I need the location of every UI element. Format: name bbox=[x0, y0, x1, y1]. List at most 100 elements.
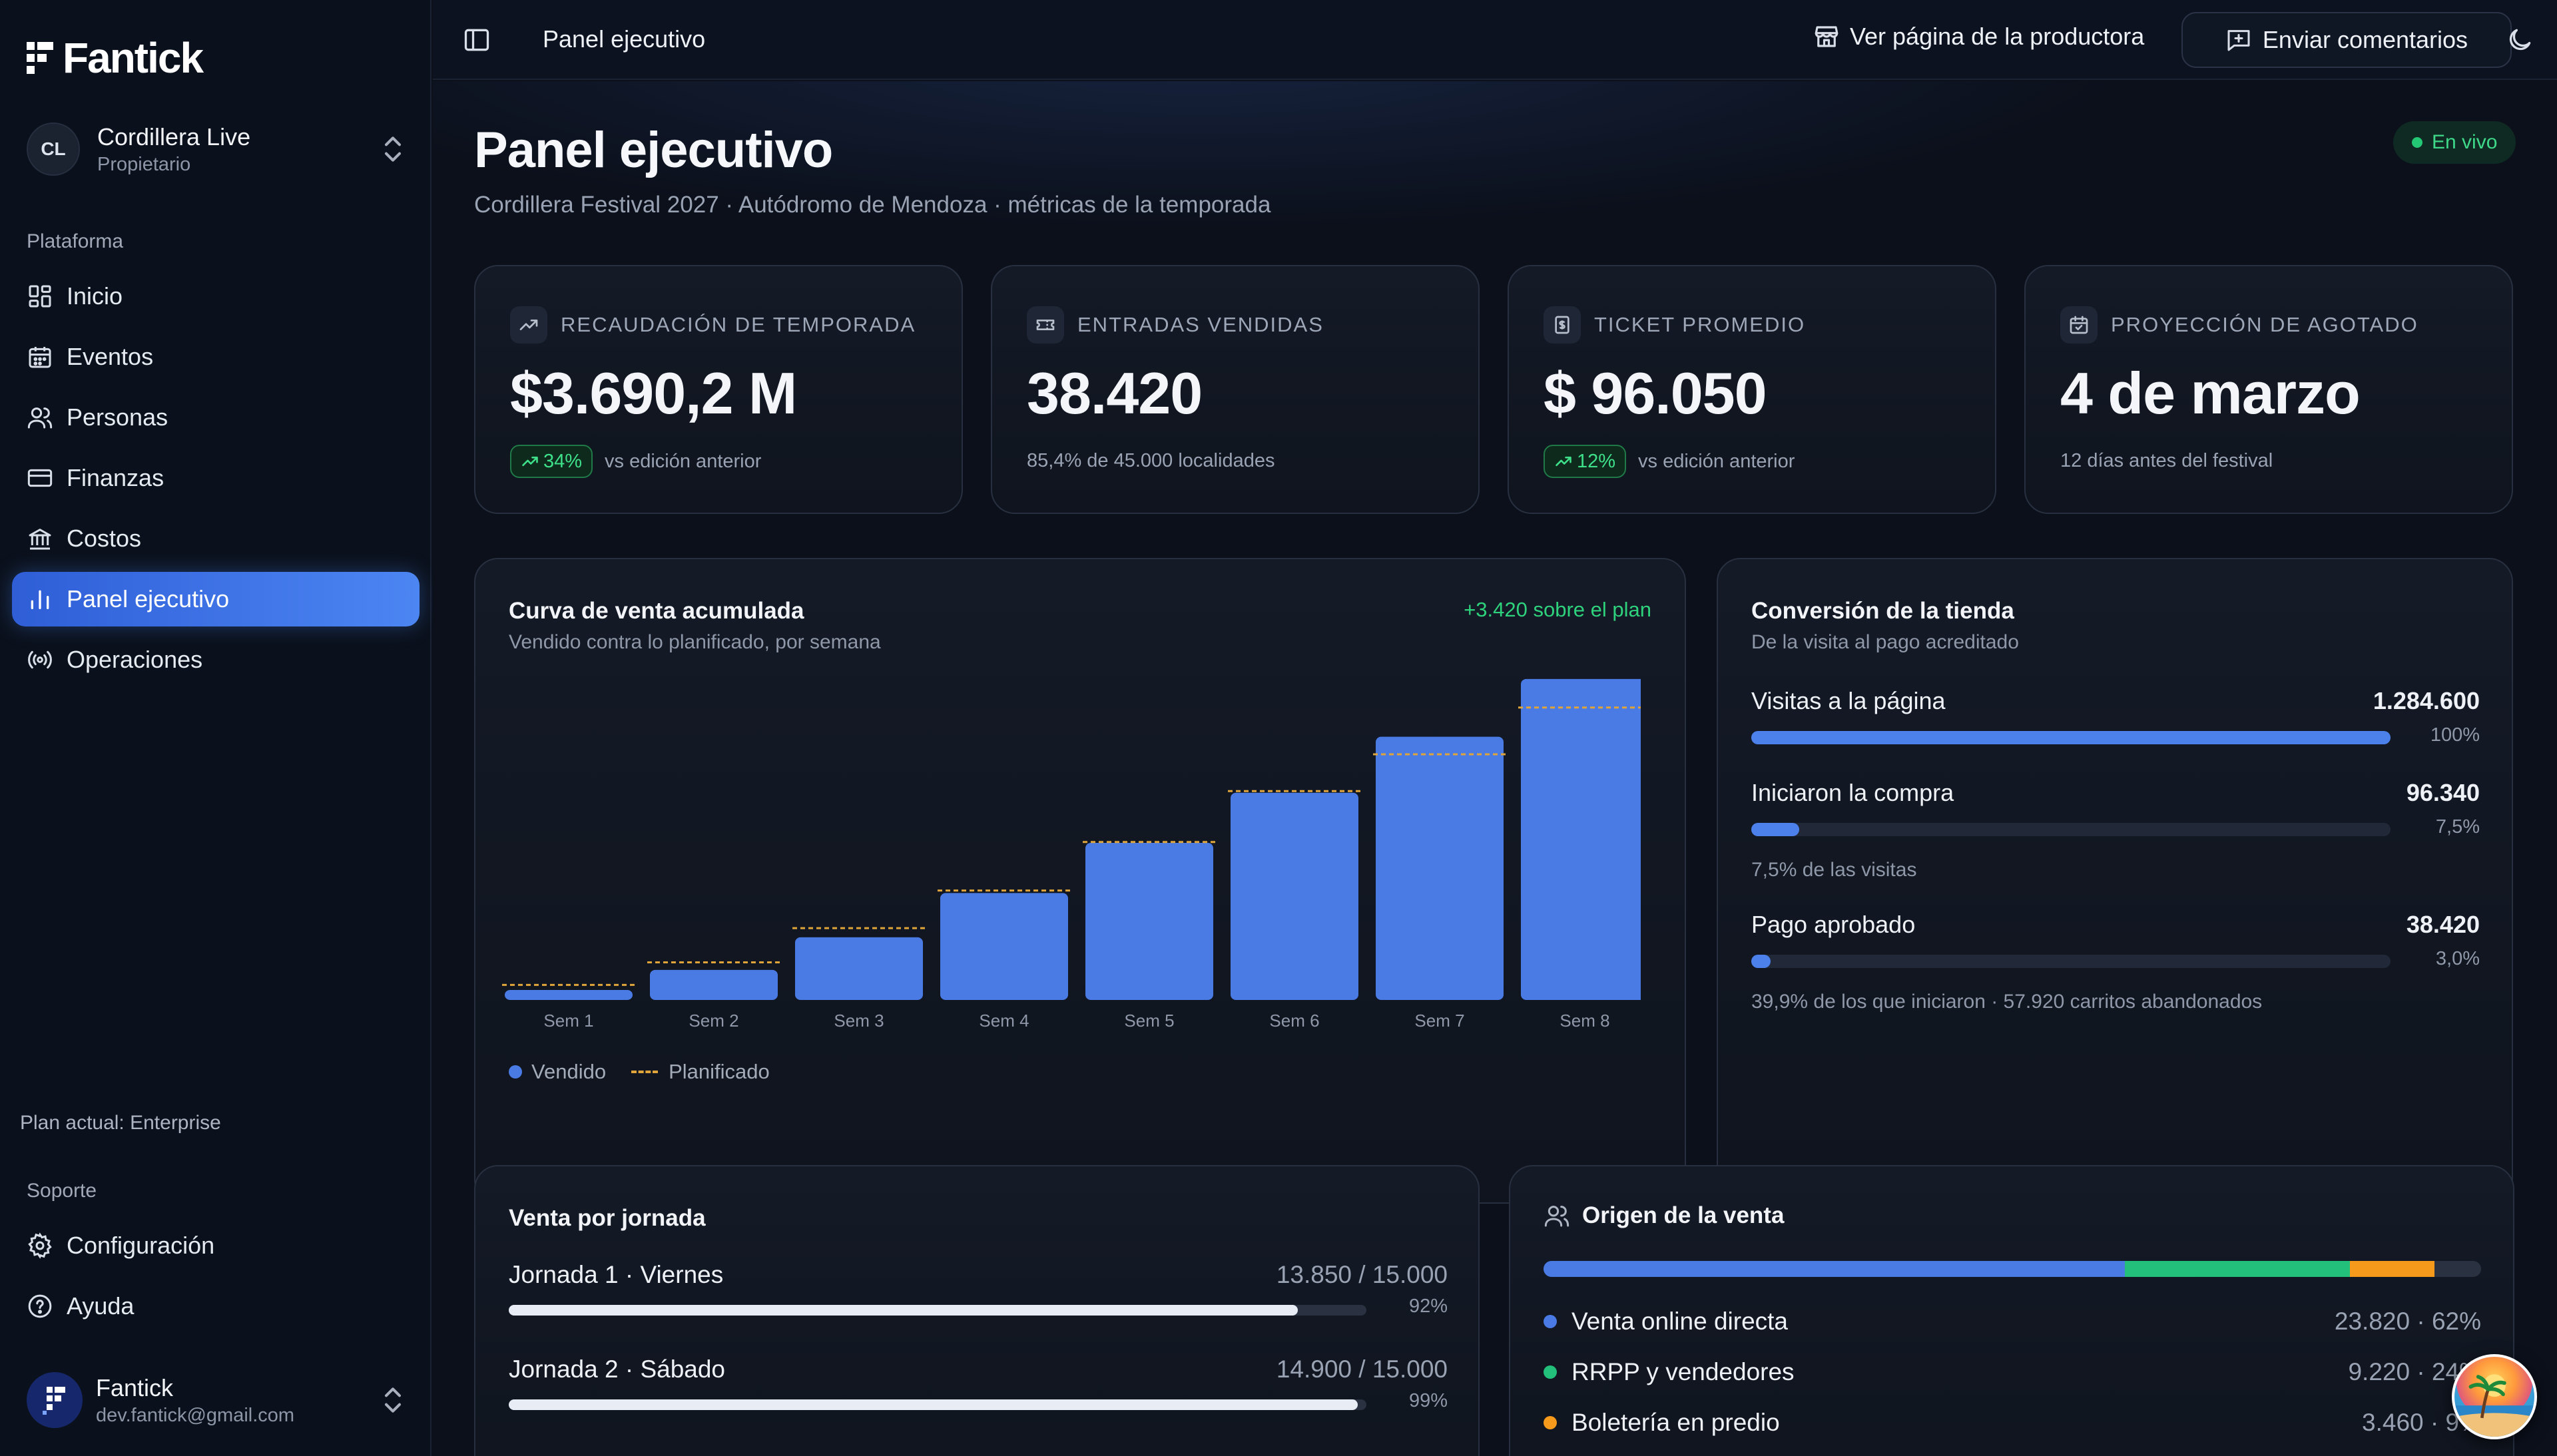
producer-page-link[interactable]: Ver página de la productora bbox=[1813, 23, 2144, 51]
day-row: Jornada 1 · Viernes 13.850 / 15.000 92% bbox=[509, 1261, 1448, 1317]
sidebar-item-label: Eventos bbox=[67, 343, 154, 370]
user-name: Fantick bbox=[96, 1373, 174, 1401]
sidebar: Fantick CL Cordillera Live Propietario P… bbox=[0, 0, 431, 1456]
origin-label: Venta online directa bbox=[1571, 1308, 1789, 1335]
chevron-up-down-icon bbox=[385, 1387, 401, 1413]
sidebar-item-label: Finanzas bbox=[67, 464, 164, 491]
kpi-footnote: vs edición anterior bbox=[605, 450, 762, 472]
kpi-label: TICKET PROMEDIO bbox=[1594, 313, 1806, 336]
funnel-value: 1.284.600 bbox=[2373, 687, 2480, 714]
day-progress-fill bbox=[509, 1399, 1358, 1410]
kpi-footnote: 85,4% de 45.000 localidades bbox=[1027, 450, 1275, 471]
origin-segment-online bbox=[1544, 1261, 2125, 1277]
legend-sold-label: Vendido bbox=[531, 1060, 607, 1083]
funnel-bar-fill bbox=[1751, 731, 2391, 744]
workspace-role: Propietario bbox=[97, 153, 191, 175]
sidebar-item-label: Inicio bbox=[67, 282, 123, 310]
sidebar-item-label: Configuración bbox=[67, 1232, 215, 1259]
card-title: Conversión de la tienda bbox=[1751, 598, 2014, 624]
calendar-icon bbox=[29, 347, 51, 368]
origin-value: 23.820 · 62% bbox=[2334, 1308, 2481, 1335]
users-icon bbox=[1544, 1206, 1569, 1227]
kpi-card-revenue: RECAUDACIÓN DE TEMPORADA $3.690,2 M 34% … bbox=[474, 265, 963, 514]
kpi-label: RECAUDACIÓN DE TEMPORADA bbox=[561, 313, 916, 336]
section-label-platform: Plataforma bbox=[27, 230, 124, 252]
delta-value: 12% bbox=[1577, 450, 1616, 472]
fantick-logo-icon bbox=[27, 42, 53, 74]
send-feedback-button[interactable]: Enviar comentarios bbox=[2181, 12, 2512, 68]
bar-sold-6 bbox=[1231, 792, 1358, 1000]
card-title: Curva de venta acumulada bbox=[509, 598, 804, 624]
funnel-note: 39,9% de los que iniciaron · 57.920 carr… bbox=[1751, 991, 2263, 1013]
bar-sold-7 bbox=[1376, 736, 1504, 1000]
sidebar-item-personas[interactable]: Personas bbox=[12, 390, 420, 445]
section-label-support: Soporte bbox=[27, 1180, 97, 1202]
brand-name: Fantick bbox=[63, 34, 204, 82]
workspace-switcher[interactable]: CL Cordillera Live Propietario bbox=[27, 120, 406, 178]
day-progress-fill bbox=[509, 1305, 1298, 1316]
funnel-bar bbox=[1751, 823, 2391, 836]
day-value: 14.900 / 15.000 bbox=[1276, 1355, 1448, 1383]
bar-sold-5 bbox=[1085, 843, 1213, 1000]
legend-plan-label: Planificado bbox=[669, 1060, 770, 1083]
ticket-icon bbox=[1027, 306, 1064, 344]
sidebar-item-configuracion[interactable]: Configuración bbox=[12, 1218, 420, 1273]
sidebar-toggle-icon[interactable] bbox=[462, 25, 491, 55]
card-title: Venta por jornada bbox=[509, 1205, 706, 1231]
sidebar-item-ayuda[interactable]: Ayuda bbox=[12, 1279, 420, 1334]
funnel-percent: 7,5% bbox=[2435, 816, 2480, 838]
delta-badge: 34% bbox=[510, 445, 593, 478]
funnel-bar bbox=[1751, 955, 2391, 968]
funnel-label: Pago aprobado bbox=[1751, 911, 1916, 938]
bar-sold-4 bbox=[940, 893, 1068, 1000]
status-badge-label: En vivo bbox=[2432, 131, 2498, 153]
user-menu[interactable]: Fantick dev.fantick@gmail.com bbox=[27, 1370, 406, 1430]
bar-sold-8 bbox=[1521, 678, 1641, 1000]
sidebar-item-panel-ejecutivo[interactable]: Panel ejecutivo bbox=[12, 572, 420, 626]
x-tick-label: Sem 1 bbox=[543, 1011, 593, 1031]
live-dot-icon bbox=[2412, 137, 2422, 148]
sidebar-item-inicio[interactable]: Inicio bbox=[12, 269, 420, 324]
feedback-label: Enviar comentarios bbox=[2262, 26, 2468, 53]
sidebar-item-label: Panel ejecutivo bbox=[67, 585, 230, 612]
moon-icon[interactable] bbox=[2505, 25, 2534, 55]
topbar: Panel ejecutivo Ver página de la product… bbox=[433, 0, 2557, 80]
brand-logo[interactable]: Fantick bbox=[27, 33, 204, 83]
sidebar-item-costos[interactable]: Costos bbox=[12, 511, 420, 566]
trend-up-icon bbox=[510, 306, 547, 344]
assistant-avatar-button[interactable] bbox=[2452, 1354, 2537, 1439]
origin-segment-rrpp bbox=[2124, 1261, 2350, 1277]
chart-legend: Vendido Planificado bbox=[509, 1060, 770, 1084]
x-tick-label: Sem 4 bbox=[979, 1011, 1029, 1031]
sales-origin-panel: Origen de la venta Venta online directa … bbox=[1509, 1165, 2514, 1456]
bank-icon bbox=[29, 529, 51, 550]
x-tick-label: Sem 8 bbox=[1560, 1011, 1609, 1031]
x-tick-label: Sem 5 bbox=[1124, 1011, 1174, 1031]
fantick-logo-icon bbox=[43, 1387, 65, 1415]
user-email: dev.fantick@gmail.com bbox=[96, 1404, 295, 1426]
origin-label: RRPP y vendedores bbox=[1571, 1358, 1795, 1385]
day-label: Jornada 1 · Viernes bbox=[509, 1261, 724, 1288]
calendar-check-icon bbox=[2060, 306, 2098, 344]
funnel-row: Visitas a la página 1.284.600 100% bbox=[1751, 687, 2480, 746]
over-plan-note: +3.420 sobre el plan bbox=[1464, 598, 1651, 621]
day-progress-bar bbox=[509, 1399, 1366, 1410]
origin-stacked-bar bbox=[1544, 1261, 2481, 1277]
sidebar-item-eventos[interactable]: Eventos bbox=[12, 330, 420, 384]
kpi-value: $3.690,2 M bbox=[510, 360, 797, 426]
kpi-label: ENTRADAS VENDIDAS bbox=[1077, 313, 1324, 336]
delta-value: 34% bbox=[543, 450, 583, 472]
x-tick-label: Sem 3 bbox=[834, 1011, 884, 1031]
sidebar-item-operaciones[interactable]: Operaciones bbox=[12, 632, 420, 687]
kpi-value: 4 de marzo bbox=[2060, 360, 2361, 426]
broadcast-icon bbox=[28, 650, 52, 669]
kpi-value: 38.420 bbox=[1027, 360, 1203, 426]
day-row: Jornada 2 · Sábado 14.900 / 15.000 99% bbox=[509, 1355, 1448, 1411]
funnel-row: Pago aprobado 38.420 3,0% 39,9% de los qu… bbox=[1751, 911, 2480, 1013]
sidebar-item-label: Costos bbox=[67, 525, 142, 552]
bar-sold-1 bbox=[505, 989, 633, 1000]
sidebar-item-finanzas[interactable]: Finanzas bbox=[12, 451, 420, 505]
receipt-icon bbox=[1544, 306, 1581, 344]
dashboard-icon bbox=[29, 285, 51, 308]
origin-item: Boletería en predio 3.460 · 9% bbox=[1544, 1409, 2481, 1437]
